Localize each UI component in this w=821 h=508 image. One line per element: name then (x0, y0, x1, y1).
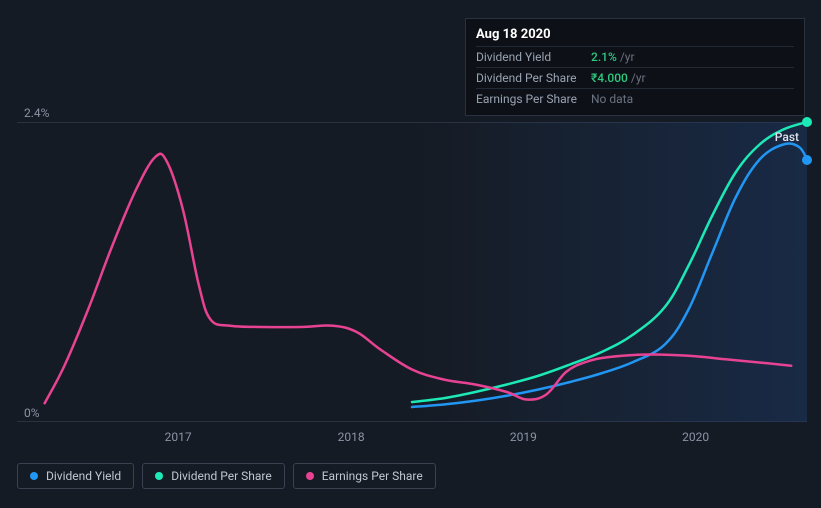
x-axis-label: 2017 (165, 430, 192, 444)
legend-label: Dividend Per Share (171, 469, 272, 483)
x-axis-label: 2020 (682, 430, 709, 444)
legend-item[interactable]: Dividend Per Share (142, 463, 285, 489)
legend-dot (155, 472, 163, 480)
tooltip-row-unit: /yr (631, 71, 646, 85)
tooltip-rows: Dividend Yield2.1%/yrDividend Per Share₹… (476, 46, 794, 109)
tooltip-row-value: No data (591, 92, 633, 106)
legend-label: Dividend Yield (46, 469, 121, 483)
legend-item[interactable]: Dividend Yield (17, 463, 134, 489)
tooltip: Aug 18 2020 Dividend Yield2.1%/yrDividen… (465, 18, 805, 116)
legend: Dividend Yield Dividend Per Share Earnings… (17, 463, 436, 489)
tooltip-row: Dividend Per Share₹4.000/yr (476, 67, 794, 88)
legend-dot (30, 472, 38, 480)
tooltip-row-value: ₹4.000 (591, 71, 628, 85)
dividend-chart: 2.4% 0% 2017201820192020 Past Aug 18 202… (0, 0, 821, 508)
legend-item[interactable]: Earnings Per Share (293, 463, 436, 489)
series-dividend_yield (412, 144, 807, 407)
plot-area (17, 122, 807, 422)
legend-dot (306, 472, 314, 480)
tooltip-row: Dividend Yield2.1%/yr (476, 46, 794, 67)
past-label: Past (775, 130, 799, 144)
y-axis-label-top: 2.4% (24, 106, 49, 120)
chart-lines (17, 122, 807, 422)
end-marker-dividend_yield (802, 155, 812, 165)
tooltip-title: Aug 18 2020 (476, 27, 794, 42)
tooltip-row-label: Dividend Yield (476, 50, 591, 64)
x-axis-label: 2019 (510, 430, 537, 444)
tooltip-row-label: Dividend Per Share (476, 71, 591, 85)
end-marker-dividend_per_share (802, 117, 812, 127)
tooltip-row-value: 2.1% (591, 50, 617, 64)
tooltip-row: Earnings Per ShareNo data (476, 88, 794, 109)
series-dividend_per_share (412, 122, 807, 402)
tooltip-row-unit: /yr (620, 50, 635, 64)
legend-label: Earnings Per Share (322, 469, 423, 483)
tooltip-row-label: Earnings Per Share (476, 92, 591, 106)
series-earnings_per_share (45, 154, 792, 403)
x-axis-label: 2018 (338, 430, 365, 444)
